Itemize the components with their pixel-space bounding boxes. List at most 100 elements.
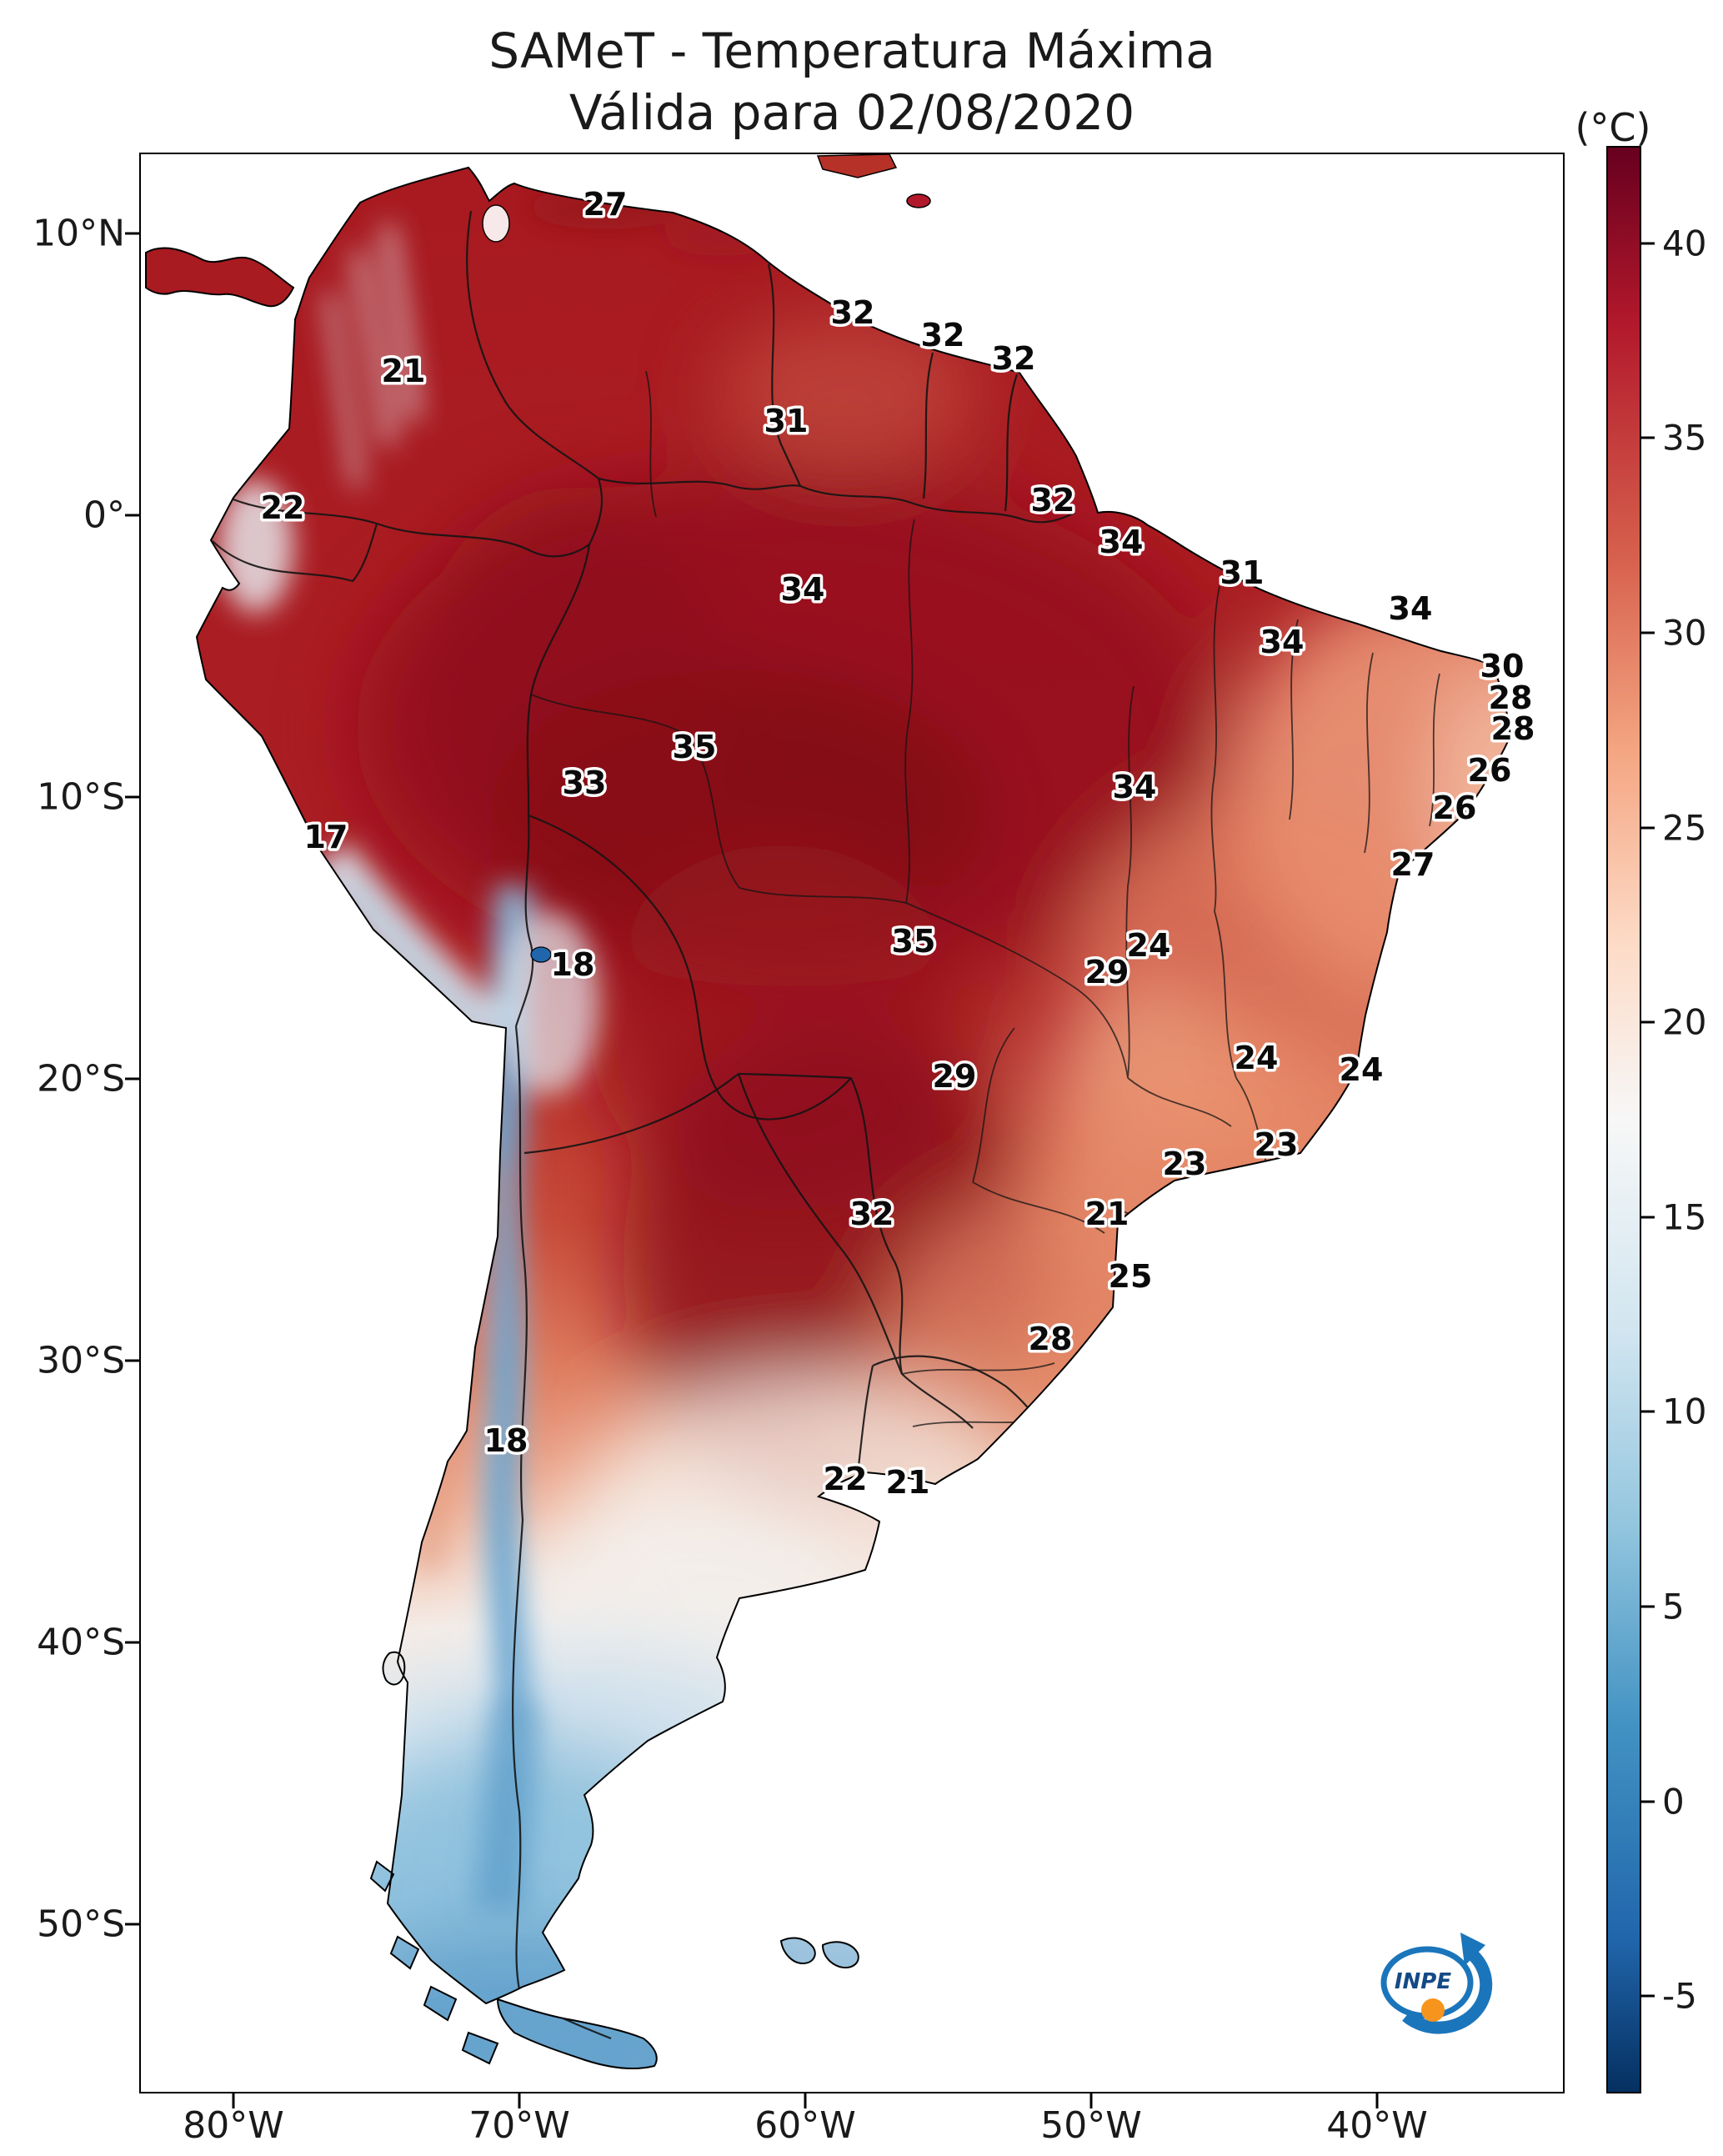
temperature-label: 34 [1099, 524, 1144, 560]
colorbar-tick-label: 20 [1662, 1001, 1707, 1043]
temperature-label: 31 [764, 403, 809, 439]
temperature-label: 24 [1340, 1051, 1384, 1088]
inpe-logo-arrow-body [1402, 1948, 1493, 2034]
colorbar-tick-label: -5 [1662, 1975, 1697, 2017]
temperature-label: 32 [850, 1196, 894, 1232]
x-axis-tick-mark [232, 2093, 235, 2108]
y-axis-tick-label: 30°S [37, 1339, 125, 1382]
x-axis-tick-label: 50°W [1040, 2104, 1142, 2147]
temperature-label: 33 [563, 765, 607, 801]
colorbar-tick-mark [1640, 1994, 1655, 1998]
y-axis-tick-label: 0° [83, 494, 125, 537]
temperature-label: 17 [304, 819, 348, 855]
temperature-label: 18 [551, 946, 595, 983]
colorbar-tick-label: 0 [1662, 1781, 1685, 1823]
colorbar-tick-mark [1640, 826, 1655, 830]
y-axis-tick-label: 20°S [37, 1057, 125, 1101]
y-axis-tick-mark [125, 1641, 140, 1644]
y-axis-tick-mark [125, 232, 140, 235]
temperature-label: 26 [1468, 752, 1512, 789]
colorbar-tick-mark [1640, 1800, 1655, 1803]
colorbar-tick-mark [1640, 242, 1655, 245]
temperature-label: 28 [1029, 1321, 1073, 1357]
colorbar-tick-label: 35 [1662, 417, 1707, 459]
colorbar-tick-mark [1640, 631, 1655, 634]
map-plot-area: 27 32 32 32 21 31 22 32 34 31 34 34 34 30 28 28 26 26 35 33… [139, 153, 1565, 2093]
colorbar-tick-label: 15 [1662, 1196, 1707, 1238]
temperature-label: 34 [1113, 769, 1157, 805]
temperature-label: 35 [892, 923, 936, 960]
temperature-label: 31 [1220, 554, 1265, 591]
temperature-label: 35 [673, 729, 717, 765]
colorbar-unit-label: (°C) [1575, 105, 1651, 150]
inpe-logo-orange-dot [1421, 1998, 1445, 2022]
caribbean-fragments [816, 153, 931, 208]
colorbar-tick-mark [1640, 1410, 1655, 1413]
temperature-label: 30 [1480, 648, 1525, 684]
temperature-label: 24 [1235, 1040, 1279, 1076]
temperature-label: 21 [1085, 1196, 1129, 1232]
colorbar-tick-mark [1640, 1605, 1655, 1608]
title-line2: Válida para 02/08/2020 [568, 84, 1135, 142]
colorbar-tick-mark [1640, 1216, 1655, 1219]
colorbar-tick-label: 40 [1662, 223, 1707, 264]
x-axis-tick-label: 80°W [183, 2104, 284, 2147]
x-axis-tick-label: 60°W [754, 2104, 856, 2147]
temperature-label: 34 [1389, 590, 1433, 627]
inpe-logo-arrowhead [1460, 1933, 1485, 1966]
temperature-label: 34 [781, 571, 825, 608]
y-axis-tick-mark [125, 1359, 140, 1362]
colorbar-tick-label: 25 [1662, 807, 1707, 849]
temperature-label: 23 [1163, 1146, 1207, 1182]
temperature-label: 21 [886, 1464, 930, 1501]
x-axis-tick-label: 70°W [468, 2104, 570, 2147]
temperature-label: 27 [584, 186, 628, 223]
x-axis-tick-mark [804, 2093, 807, 2108]
y-axis-tick-label: 40°S [37, 1621, 125, 1664]
temperature-label: 26 [1433, 790, 1477, 826]
colorbar-tick-mark [1640, 436, 1655, 439]
temperature-field [146, 168, 1510, 2069]
temperature-label: 32 [1031, 482, 1075, 519]
colorbar-tick-label: 5 [1662, 1586, 1685, 1627]
figure-title: SAMeT - Temperatura Máxima Válida para 0… [139, 20, 1565, 143]
temperature-label: 27 [1391, 846, 1435, 883]
colorbar-tick-mark [1640, 1020, 1655, 1024]
y-axis-tick-label: 50°S [37, 1903, 125, 1946]
temperature-label: 18 [484, 1422, 528, 1459]
x-axis-tick-mark [518, 2093, 521, 2108]
y-axis-tick-label: 10°N [33, 212, 125, 255]
temperature-label: 32 [992, 340, 1036, 377]
inpe-logo-text: INPE [1395, 1969, 1451, 1994]
temperature-label: 21 [382, 353, 426, 389]
y-axis-tick-label: 10°S [37, 775, 125, 819]
temperature-label: 25 [1109, 1258, 1153, 1295]
y-axis-tick-mark [125, 514, 140, 517]
temperature-label: 28 [1491, 710, 1535, 747]
temperature-label: 22 [824, 1461, 868, 1497]
colorbar [1606, 146, 1641, 2093]
temperature-label: 22 [261, 489, 305, 526]
colorbar-tick-label: 30 [1662, 612, 1707, 654]
temperature-label: 32 [921, 317, 965, 353]
colorbar-tick-label: 10 [1662, 1391, 1707, 1432]
x-axis-tick-label: 40°W [1326, 2104, 1428, 2147]
temperature-label: 28 [1489, 679, 1533, 716]
x-axis-tick-mark [1375, 2093, 1379, 2108]
colorbar-gradient [1608, 148, 1640, 2092]
temperature-label: 23 [1255, 1126, 1299, 1163]
temperature-label: 29 [1085, 954, 1129, 990]
y-axis-tick-mark [125, 795, 140, 799]
temperature-label: 32 [831, 294, 875, 331]
temperature-label: 34 [1260, 624, 1305, 660]
y-axis-tick-mark [125, 1923, 140, 1926]
y-axis-tick-mark [125, 1077, 140, 1081]
temperature-label: 29 [933, 1058, 977, 1095]
temperature-label: 24 [1127, 927, 1171, 964]
inpe-logo: INPE [1380, 1933, 1493, 2034]
x-axis-tick-mark [1089, 2093, 1093, 2108]
title-line1: SAMeT - Temperatura Máxima [488, 23, 1215, 79]
